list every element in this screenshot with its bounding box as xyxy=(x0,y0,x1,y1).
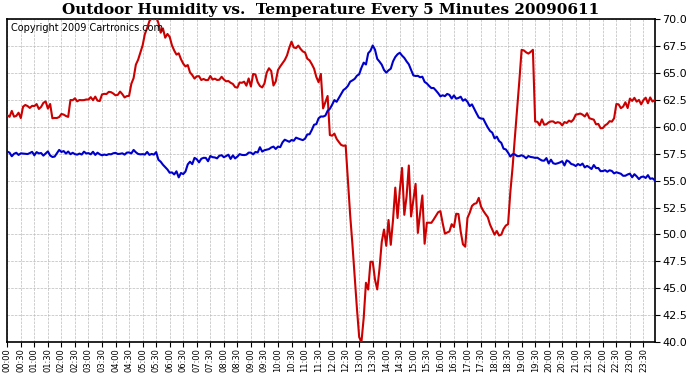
Text: Copyright 2009 Cartronics.com: Copyright 2009 Cartronics.com xyxy=(10,22,163,33)
Title: Outdoor Humidity vs.  Temperature Every 5 Minutes 20090611: Outdoor Humidity vs. Temperature Every 5… xyxy=(62,3,600,17)
